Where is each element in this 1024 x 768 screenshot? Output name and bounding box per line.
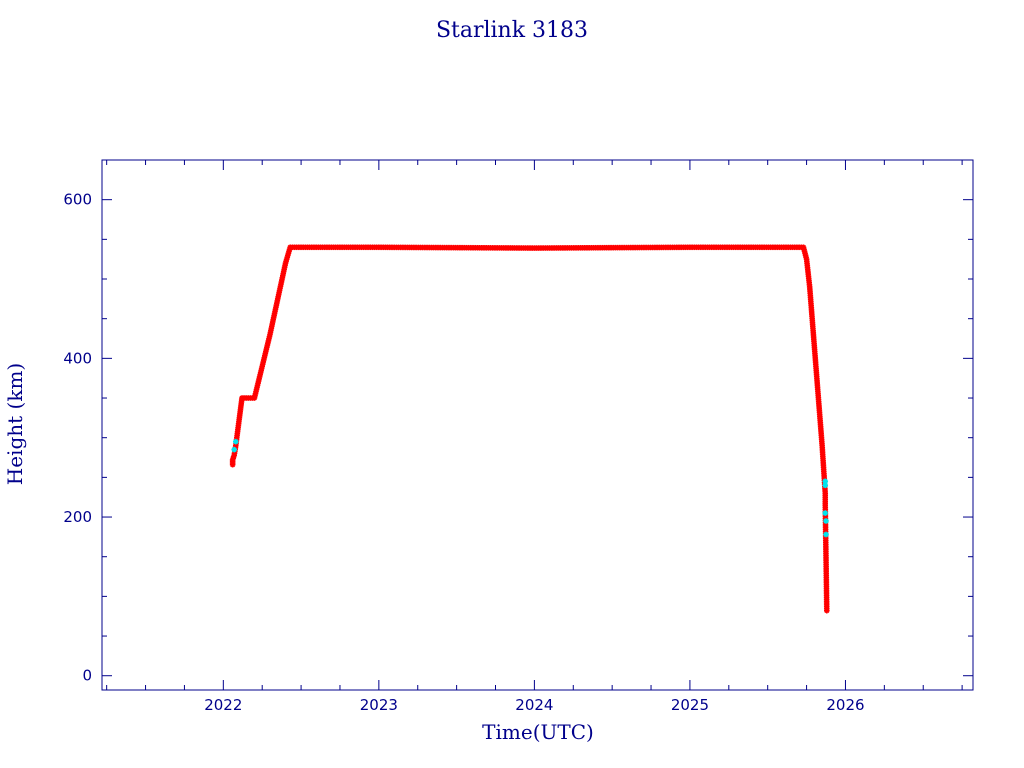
data-point-secondary	[231, 446, 238, 453]
axis-ticks	[102, 159, 973, 690]
series-connector	[232, 246, 828, 611]
data-point	[823, 607, 830, 614]
x-tick-label: 2022	[204, 696, 242, 714]
x-tick-label: 2026	[826, 696, 864, 714]
data-point-secondary	[823, 518, 829, 524]
data-points	[229, 244, 830, 614]
data-point-secondary	[822, 482, 829, 489]
data-point-secondary	[232, 438, 239, 445]
y-tick-label: 200	[63, 508, 92, 526]
plot-frame	[101, 159, 974, 691]
chart-title: Starlink 3183	[436, 18, 588, 43]
tick-labels: 2022 2023 2024 2025 2026 0 200 400 600	[63, 191, 864, 714]
x-tick-label: 2025	[671, 696, 709, 714]
y-axis-label: Height (km)	[3, 363, 27, 485]
series-line	[232, 246, 828, 611]
y-tick-label: 0	[82, 667, 92, 685]
y-tick-label: 400	[63, 349, 92, 367]
x-tick-label: 2023	[360, 696, 398, 714]
y-tick-label: 600	[63, 191, 92, 209]
x-tick-label: 2024	[515, 696, 553, 714]
data-point-secondary	[823, 531, 829, 538]
data-point-secondary	[822, 510, 829, 516]
x-axis-label: Time(UTC)	[482, 720, 594, 744]
